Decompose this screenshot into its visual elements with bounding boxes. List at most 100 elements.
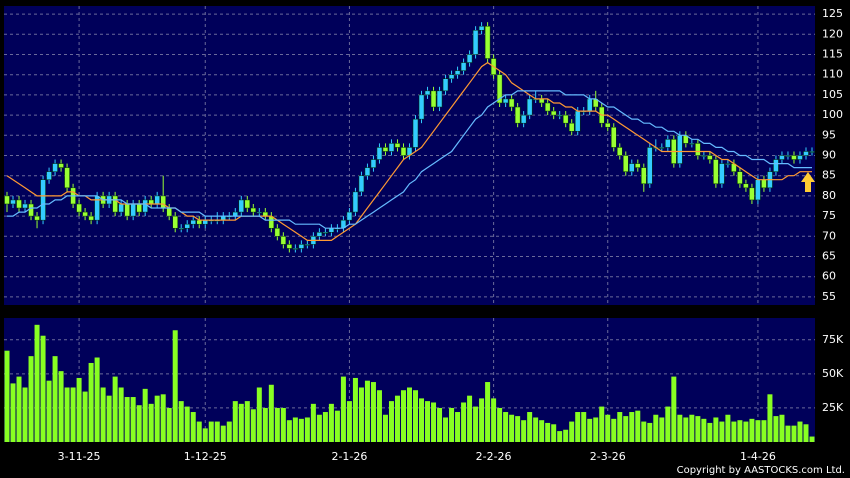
candle-body — [316, 232, 323, 237]
volume-bar — [394, 395, 400, 442]
candle-body — [382, 147, 389, 152]
volume-bar — [106, 395, 112, 442]
volume-bar — [112, 376, 118, 442]
candle-body — [172, 215, 178, 229]
candle-body — [190, 219, 196, 225]
volume-bar — [455, 412, 461, 442]
candle-body — [436, 90, 443, 108]
candle-body — [809, 151, 815, 153]
volume-bar — [214, 421, 220, 442]
candle-body — [10, 199, 16, 205]
volume-bar — [352, 377, 358, 442]
candle-body — [617, 147, 623, 156]
y-tick-label: 120 — [822, 27, 843, 40]
volume-bar — [491, 398, 497, 442]
volume-bar — [587, 418, 593, 442]
candle-body — [460, 62, 467, 71]
volume-bar — [593, 417, 599, 442]
candle-body — [124, 203, 130, 217]
volume-bar — [196, 421, 202, 442]
volume-bar — [665, 406, 671, 442]
candle-body — [659, 147, 665, 149]
candle-body — [130, 203, 136, 217]
candle-body — [370, 159, 377, 168]
candle-body — [250, 207, 257, 213]
candle-body — [749, 187, 755, 201]
volume-bar — [713, 417, 719, 442]
candle-body — [508, 98, 515, 108]
volume-bar — [737, 420, 743, 442]
candle-body — [665, 139, 671, 148]
volume-bar — [809, 436, 815, 442]
candle-body — [412, 118, 419, 148]
candle-body — [46, 171, 52, 180]
volume-bar — [28, 356, 34, 442]
volume-bar — [400, 390, 406, 442]
volume-bar — [382, 414, 388, 442]
candle-body — [64, 167, 70, 189]
volume-bar — [449, 407, 455, 442]
candle-body — [448, 74, 455, 79]
candle-body — [424, 90, 431, 96]
candle-body — [713, 159, 719, 185]
volume-bar — [731, 421, 737, 442]
candle-body — [641, 167, 647, 185]
candle-body — [677, 135, 683, 164]
candle-body — [28, 203, 34, 217]
candle-body — [358, 175, 365, 193]
volume-bar — [310, 403, 316, 442]
candle-body — [418, 94, 425, 120]
candle-body — [502, 98, 509, 104]
candle-body — [538, 98, 545, 104]
candle-body — [292, 248, 299, 250]
volume-bar — [467, 395, 473, 442]
volume-bar — [286, 420, 292, 442]
volume-bar — [479, 398, 485, 442]
candle-body — [629, 163, 635, 172]
volume-bar — [190, 412, 196, 442]
volume-bar — [485, 382, 491, 442]
volume-bar — [755, 420, 761, 442]
candle-body — [52, 163, 58, 172]
y-tick-label: 105 — [822, 88, 843, 101]
volume-bar — [629, 412, 635, 442]
candle-body — [568, 122, 575, 132]
volume-bar — [238, 403, 244, 442]
volume-bar — [509, 414, 515, 442]
volume-bar — [497, 407, 503, 442]
volume-bar — [40, 335, 46, 442]
volume-bar — [340, 376, 346, 442]
x-tick-label: 2-1-26 — [331, 450, 367, 463]
candle-body — [280, 236, 287, 245]
candle-body — [256, 211, 263, 214]
candle-body — [520, 114, 527, 124]
candle-body — [328, 227, 335, 233]
volume-bar — [4, 350, 10, 442]
candle-body — [544, 102, 551, 112]
volume-bar — [581, 412, 587, 442]
moving-average-line — [7, 90, 812, 229]
volume-bar — [623, 416, 629, 442]
volume-bar — [280, 407, 286, 442]
candle-body — [82, 211, 88, 217]
y-tick-label: 100 — [822, 108, 843, 121]
candle-body — [514, 106, 521, 124]
volume-bar — [419, 398, 425, 442]
volume-bar — [292, 417, 298, 442]
volume-bar — [539, 420, 545, 442]
y-tick-label: 125 — [822, 7, 843, 20]
candle-body — [761, 179, 767, 189]
volume-bar — [605, 414, 611, 442]
volume-bar — [154, 395, 160, 442]
copyright: Copyright by AASTOCKS.com Ltd. — [677, 465, 845, 476]
volume-bar — [52, 356, 58, 442]
candle-body — [586, 98, 593, 112]
volume-bar — [76, 377, 82, 442]
volume-bar — [22, 387, 28, 442]
volume-bar — [274, 407, 280, 442]
y-tick-label: 55 — [822, 290, 836, 303]
candle-body — [238, 199, 245, 213]
candle-body — [244, 199, 251, 209]
candle-body — [148, 199, 154, 205]
volume-bar — [407, 387, 412, 442]
